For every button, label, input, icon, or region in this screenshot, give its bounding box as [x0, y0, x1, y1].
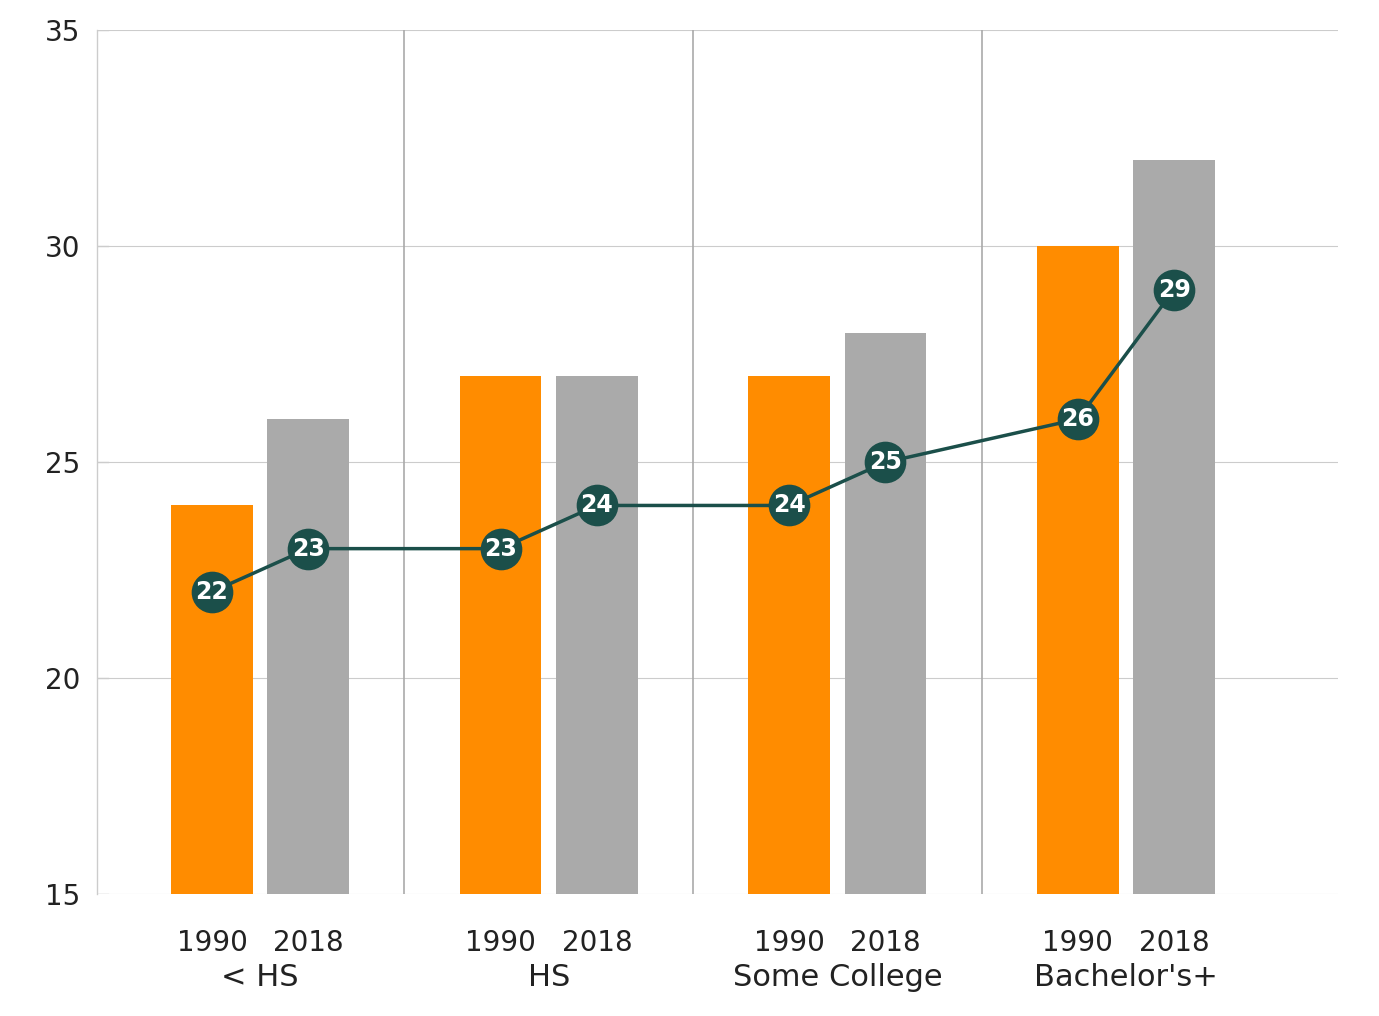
Text: 26: 26 [1062, 407, 1095, 431]
Text: 1990: 1990 [465, 929, 536, 957]
Text: 2018: 2018 [849, 929, 921, 957]
Text: 1990: 1990 [177, 929, 247, 957]
Bar [268, 419, 349, 894]
Text: Some College: Some College [732, 963, 942, 993]
Text: Bachelor's+: Bachelor's+ [1034, 963, 1218, 993]
Text: HS: HS [528, 963, 570, 993]
Point [874, 454, 896, 470]
Text: 2018: 2018 [1139, 929, 1209, 957]
Text: 29: 29 [1157, 277, 1190, 302]
Text: 2018: 2018 [273, 929, 343, 957]
Text: 23: 23 [484, 536, 517, 561]
Text: 2018: 2018 [561, 929, 632, 957]
Point [296, 541, 319, 557]
Text: 1990: 1990 [1043, 929, 1113, 957]
Point [778, 497, 800, 513]
Point [490, 541, 512, 557]
Point [586, 497, 608, 513]
Text: < HS: < HS [221, 963, 299, 993]
Point [1067, 410, 1089, 427]
Bar [749, 376, 830, 894]
Text: 1990: 1990 [754, 929, 825, 957]
Bar [1134, 160, 1215, 894]
Bar [844, 332, 927, 894]
Point [201, 583, 223, 599]
Bar [556, 376, 637, 894]
Text: 25: 25 [869, 450, 902, 474]
Bar [171, 505, 252, 894]
Text: 23: 23 [292, 536, 324, 561]
Text: 24: 24 [581, 494, 614, 517]
Text: 24: 24 [772, 494, 805, 517]
Point [1162, 281, 1185, 298]
Bar [459, 376, 542, 894]
Text: 22: 22 [196, 580, 229, 604]
Bar [1037, 247, 1118, 894]
